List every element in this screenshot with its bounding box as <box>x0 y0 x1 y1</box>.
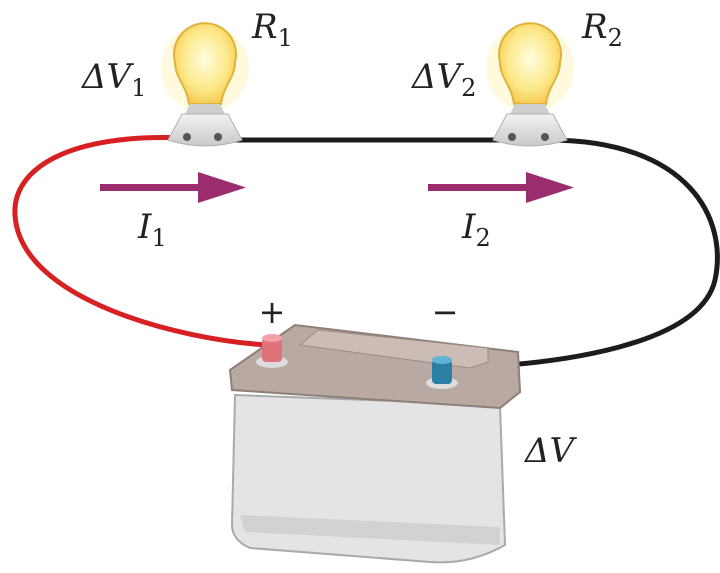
bulb <box>486 23 574 146</box>
positive-sign: + <box>259 293 286 331</box>
circuit-diagram: ΔV1 R1 I1 ΔV2 R2 I2 + − ΔV <box>0 0 720 573</box>
current-arrow <box>100 172 246 203</box>
bulb <box>161 23 249 146</box>
symbol: R <box>581 7 608 47</box>
resistance-label: R1 <box>251 7 293 52</box>
symbol: R <box>251 7 278 47</box>
resistance-label: R2 <box>581 7 623 52</box>
battery-voltage-label: ΔV <box>523 431 578 471</box>
current-arrow <box>428 172 574 203</box>
symbol: I <box>461 207 476 247</box>
wire <box>452 140 717 368</box>
negative-sign: − <box>432 293 459 331</box>
voltage-label: ΔV1 <box>80 57 146 102</box>
subscript: 2 <box>461 74 476 102</box>
symbol: ΔV <box>410 57 465 97</box>
subscript: 2 <box>608 24 623 52</box>
subscript: 1 <box>278 24 293 52</box>
current-label: I1 <box>137 207 167 252</box>
symbol: ΔV <box>80 57 135 97</box>
symbol: I <box>137 207 152 247</box>
subscript: 1 <box>151 224 166 252</box>
subscript: 2 <box>475 224 490 252</box>
voltage-label: ΔV2 <box>410 57 476 102</box>
current-label: I2 <box>461 207 491 252</box>
subscript: 1 <box>131 74 146 102</box>
battery <box>230 325 520 562</box>
